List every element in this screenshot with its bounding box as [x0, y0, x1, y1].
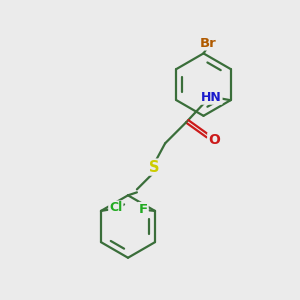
Text: S: S — [149, 160, 160, 175]
Text: Cl: Cl — [109, 202, 122, 214]
Text: F: F — [139, 203, 148, 216]
Text: Br: Br — [200, 37, 216, 50]
Text: HN: HN — [201, 91, 222, 104]
Text: O: O — [208, 133, 220, 147]
